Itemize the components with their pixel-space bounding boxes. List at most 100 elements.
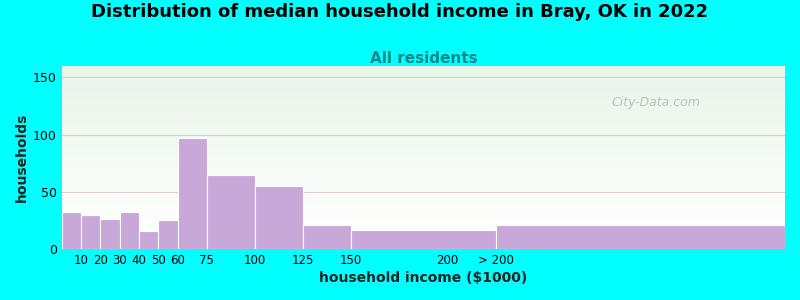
Bar	[62, 185, 785, 187]
Bar	[62, 81, 785, 82]
Bar	[62, 183, 785, 185]
Bar	[62, 92, 785, 93]
Bar	[62, 101, 785, 103]
Bar	[62, 139, 785, 141]
Bar	[62, 229, 785, 231]
Bar	[62, 130, 785, 132]
Bar	[62, 212, 785, 214]
Bar	[62, 225, 785, 227]
Bar	[62, 84, 785, 86]
Bar	[62, 148, 785, 150]
Bar	[62, 68, 785, 70]
Bar	[62, 227, 785, 229]
Bar	[62, 207, 785, 209]
Bar	[62, 192, 785, 194]
Bar	[62, 200, 785, 201]
Bar	[62, 221, 785, 224]
Bar	[62, 179, 785, 181]
Bar	[351, 230, 496, 249]
Bar	[62, 136, 785, 137]
Bar	[62, 220, 785, 221]
Bar	[62, 119, 785, 121]
Bar	[62, 174, 785, 176]
Bar	[62, 154, 785, 156]
Bar	[158, 220, 178, 249]
Bar	[62, 137, 785, 139]
Bar	[62, 143, 785, 145]
Bar	[206, 175, 254, 249]
Bar	[62, 79, 785, 81]
Bar	[62, 103, 785, 104]
Bar	[62, 167, 785, 169]
Bar	[62, 178, 785, 179]
Bar	[62, 169, 785, 170]
Bar	[62, 77, 785, 79]
Bar	[62, 245, 785, 247]
Bar	[62, 238, 785, 240]
Bar	[62, 198, 785, 200]
Bar	[62, 126, 785, 128]
Bar	[62, 114, 785, 116]
Bar	[81, 215, 101, 249]
Bar	[62, 189, 785, 190]
Bar	[62, 90, 785, 92]
Bar	[62, 214, 785, 216]
Bar	[62, 128, 785, 130]
Bar	[62, 176, 785, 178]
Bar	[62, 82, 785, 84]
Bar	[62, 150, 785, 152]
Bar	[62, 196, 785, 198]
Bar	[62, 158, 785, 159]
Bar	[101, 219, 120, 249]
Bar	[62, 234, 785, 236]
Bar	[139, 231, 158, 249]
Bar	[62, 244, 785, 245]
Bar	[62, 132, 785, 134]
Bar	[178, 138, 206, 249]
Bar	[62, 163, 785, 165]
Bar	[62, 117, 785, 119]
Bar	[62, 194, 785, 196]
Bar	[62, 161, 785, 163]
Bar	[62, 88, 785, 90]
Bar	[62, 75, 785, 77]
Bar	[62, 242, 785, 244]
Bar	[62, 172, 785, 174]
Text: City-Data.com: City-Data.com	[611, 96, 700, 109]
Bar	[62, 104, 785, 106]
Bar	[62, 93, 785, 95]
Text: Distribution of median household income in Bray, OK in 2022: Distribution of median household income …	[91, 3, 709, 21]
Bar	[496, 225, 785, 249]
Bar	[62, 159, 785, 161]
Bar	[62, 146, 785, 148]
Bar	[303, 225, 351, 249]
Bar	[62, 116, 785, 117]
Bar	[62, 170, 785, 172]
Bar	[62, 70, 785, 71]
Bar	[62, 203, 785, 205]
Bar	[62, 110, 785, 112]
Bar	[62, 187, 785, 189]
Bar	[62, 216, 785, 218]
Bar	[62, 99, 785, 101]
Bar	[62, 236, 785, 238]
Bar	[62, 141, 785, 143]
Bar	[254, 186, 303, 249]
Bar	[62, 247, 785, 249]
Bar	[120, 212, 139, 249]
Bar	[62, 209, 785, 211]
Bar	[62, 108, 785, 110]
Bar	[62, 205, 785, 207]
Bar	[62, 95, 785, 97]
Bar	[62, 145, 785, 146]
Y-axis label: households: households	[15, 113, 29, 202]
Bar	[62, 124, 785, 126]
Bar	[62, 71, 785, 73]
Bar	[62, 121, 785, 123]
Bar	[62, 212, 81, 249]
Bar	[62, 190, 785, 192]
Bar	[62, 97, 785, 99]
Bar	[62, 156, 785, 158]
Bar	[62, 211, 785, 212]
Bar	[62, 152, 785, 154]
